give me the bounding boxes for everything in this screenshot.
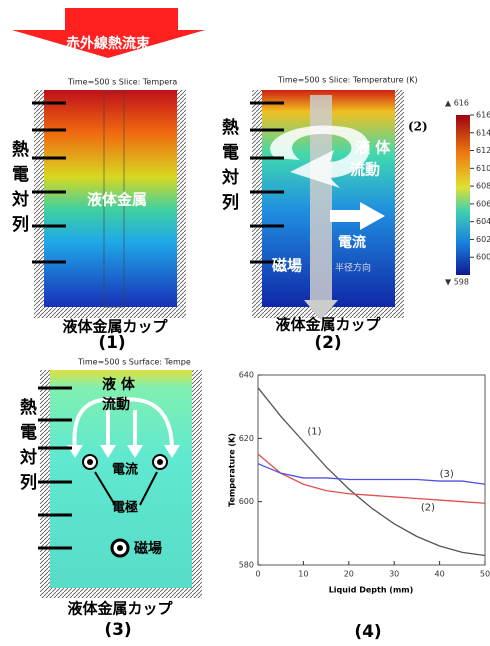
colorbar-max: ▲ 616 <box>445 99 469 108</box>
x-tick-label: 40 <box>435 570 445 579</box>
series-label: (2) <box>421 503 435 514</box>
panel-label: (2) <box>314 333 341 353</box>
y-tick-label: 620 <box>239 434 254 443</box>
panel-header: Time=500 s Slice: Tempera <box>67 78 177 87</box>
colorbar-tick-label: 600 <box>476 253 490 262</box>
thermocouple-label: 熱電対列 <box>16 397 38 498</box>
cup-label: 液体金属カップ <box>275 316 381 334</box>
series-label: (1) <box>307 427 321 438</box>
x-tick-label: 10 <box>298 570 308 579</box>
flow-label: 液 体 <box>102 376 136 393</box>
flow-label: 流動 <box>350 161 380 179</box>
panel-header: Time=500 s Slice: Temperature (K) <box>277 76 418 85</box>
colorbar-tick-label: 614 <box>476 128 490 137</box>
field-label: 磁場 <box>134 540 162 557</box>
flow-label: 流動 <box>102 396 130 413</box>
x-tick-label: 20 <box>344 570 354 579</box>
flow-label: 液 体 <box>355 139 391 157</box>
x-tick-label: 50 <box>480 570 490 579</box>
colorbar-tick-label: 608 <box>476 182 490 191</box>
colorbar-tick-label: 610 <box>476 164 490 173</box>
banner: 赤外線熱流束 <box>66 35 151 52</box>
colorbar-min: ▼ 598 <box>445 278 469 287</box>
colorbar-tick-label: 602 <box>476 235 490 244</box>
colorbar-tick-label: 606 <box>476 199 490 208</box>
figure: 赤外線熱流束 Time=500 s Slice: Tempera 熱電対列 液体… <box>0 0 490 646</box>
electrode-label: 電極 <box>112 500 138 516</box>
y-tick-label: 600 <box>239 497 254 506</box>
colorbar-tick-label: 604 <box>476 217 490 226</box>
radial-label: 半径方向 <box>335 262 371 274</box>
colorbar-tick-label: 612 <box>476 146 490 155</box>
thermocouple-label: 熱電対列 <box>8 139 30 240</box>
cup-label: 液体金属カップ <box>67 600 173 618</box>
current-label: 電流 <box>112 462 138 478</box>
panel-label: (1) <box>98 333 125 353</box>
x-axis-label: Liquid Depth (mm) <box>329 586 414 595</box>
x-tick-label: 0 <box>255 570 260 579</box>
y-tick-label: 640 <box>239 371 254 380</box>
colorbar <box>456 115 470 275</box>
panel-header: Time=500 s Surface: Tempe <box>77 358 191 367</box>
thermocouple-label: 熱電対列 <box>218 117 240 218</box>
liquid-label: 液体金属 <box>87 191 147 209</box>
field-label: 磁場 <box>272 257 302 275</box>
side-label: (2) <box>408 120 428 134</box>
y-tick-label: 580 <box>239 561 254 570</box>
panel-label: (4) <box>354 622 381 642</box>
panel-label: (3) <box>104 620 131 640</box>
x-tick-label: 30 <box>389 570 399 579</box>
colorbar-tick-label: 616 <box>476 111 490 120</box>
series-label: (3) <box>440 469 454 480</box>
y-axis-label: Temperature (K) <box>228 433 237 507</box>
current-label: 電流 <box>338 234 366 251</box>
